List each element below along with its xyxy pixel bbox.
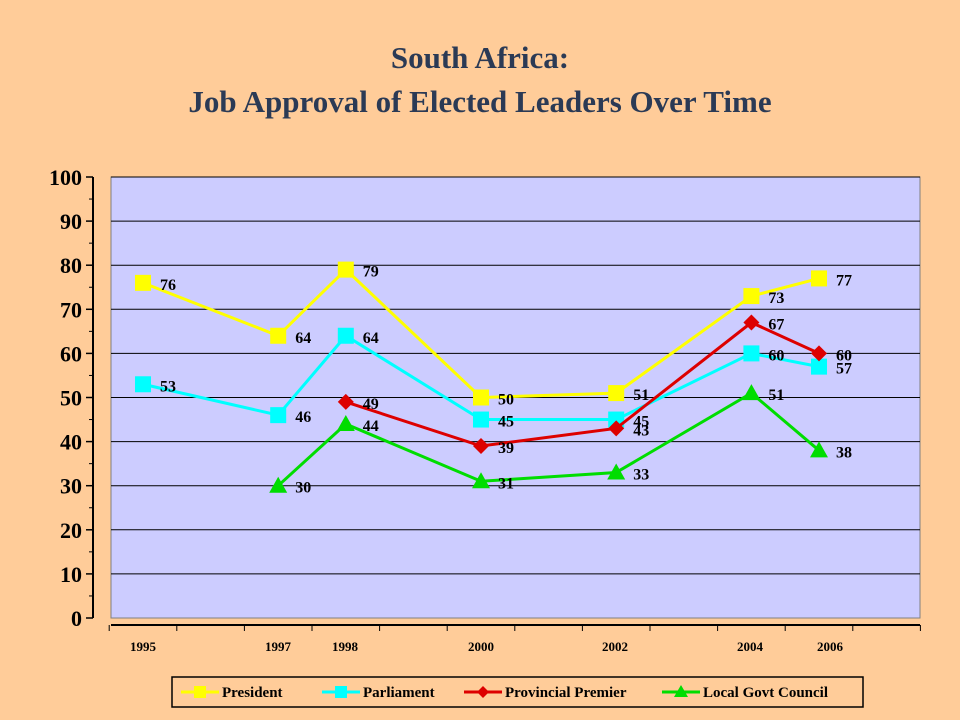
data-label: 57 bbox=[836, 361, 852, 378]
series-president: 76 64 79 50 51 73 77 bbox=[135, 261, 852, 409]
data-point bbox=[337, 393, 354, 410]
y-tick-label: 20 bbox=[60, 518, 82, 543]
x-tick-label: 1995 bbox=[130, 639, 157, 654]
x-tick-label: 2004 bbox=[737, 639, 764, 654]
data-point bbox=[811, 345, 827, 362]
data-label: 73 bbox=[768, 290, 784, 307]
data-point bbox=[608, 385, 625, 402]
data-point bbox=[135, 274, 151, 291]
data-point bbox=[810, 441, 828, 458]
legend-box bbox=[171, 676, 864, 708]
legend-marker bbox=[674, 685, 688, 697]
data-point bbox=[269, 476, 288, 493]
data-point bbox=[473, 438, 489, 455]
y-tick-label: 30 bbox=[60, 474, 82, 499]
data-label: 39 bbox=[498, 440, 514, 457]
data-label: 49 bbox=[363, 396, 379, 413]
data-point bbox=[337, 261, 354, 278]
data-label: 45 bbox=[633, 414, 649, 431]
legend-label: Parliament bbox=[363, 685, 435, 701]
legend-marker bbox=[477, 686, 489, 698]
y-tick-label: 80 bbox=[60, 253, 82, 278]
data-label: 30 bbox=[295, 480, 311, 497]
data-label: 45 bbox=[498, 414, 514, 431]
chart-title: South Africa: Job Approval of Elected Le… bbox=[0, 36, 960, 124]
data-label: 67 bbox=[768, 317, 784, 334]
legend-label: Provincial Premier bbox=[505, 685, 627, 701]
data-label: 53 bbox=[160, 378, 176, 395]
data-label: 46 bbox=[295, 409, 311, 426]
legend-label: President bbox=[222, 685, 283, 701]
data-label: 60 bbox=[836, 347, 852, 364]
legend-item: Provincial Premier bbox=[464, 685, 627, 701]
legend: President Parliament Provincial Premier Loc… bbox=[171, 676, 864, 708]
data-point bbox=[336, 414, 355, 431]
y-tick-label: 100 bbox=[49, 165, 82, 190]
data-point bbox=[472, 472, 490, 489]
y-tick-label: 60 bbox=[60, 341, 82, 366]
series-local-govt-council: 30 44 31 33 51 38 bbox=[269, 384, 852, 497]
x-tick-label: 1998 bbox=[332, 639, 359, 654]
data-label: 60 bbox=[768, 347, 784, 364]
x-tick-label: 2006 bbox=[817, 639, 844, 654]
data-label: 31 bbox=[498, 475, 514, 492]
series-provincial-premier: 49 39 43 67 60 bbox=[337, 314, 852, 457]
data-label: 33 bbox=[633, 466, 649, 483]
data-point bbox=[743, 345, 760, 362]
data-point bbox=[811, 270, 827, 287]
data-label: 77 bbox=[836, 272, 852, 289]
y-tick-label: 0 bbox=[71, 606, 82, 631]
data-label: 43 bbox=[633, 422, 649, 439]
data-point bbox=[135, 376, 151, 393]
legend-marker bbox=[194, 686, 206, 698]
data-point bbox=[270, 407, 287, 424]
data-point bbox=[473, 411, 489, 428]
legend-item: Local Govt Council bbox=[662, 685, 828, 701]
series-line bbox=[277, 391, 820, 487]
data-label: 64 bbox=[363, 330, 379, 347]
data-point bbox=[743, 314, 760, 331]
title-line-2: Job Approval of Elected Leaders Over Tim… bbox=[188, 84, 772, 119]
y-tick-label: 70 bbox=[60, 297, 82, 322]
data-label: 79 bbox=[363, 264, 379, 281]
data-point bbox=[337, 327, 354, 344]
data-label: 76 bbox=[160, 277, 176, 294]
y-tick-label: 50 bbox=[60, 386, 82, 411]
data-point bbox=[742, 384, 761, 401]
data-label: 44 bbox=[363, 418, 379, 435]
y-tick-label: 90 bbox=[60, 209, 82, 234]
title-line-1: South Africa: bbox=[390, 40, 570, 75]
x-tick-label: 2000 bbox=[468, 639, 494, 654]
data-label: 64 bbox=[295, 330, 311, 347]
data-point bbox=[270, 327, 287, 344]
legend-marker bbox=[335, 686, 347, 698]
data-point bbox=[811, 358, 827, 375]
legend-item: Parliament bbox=[322, 685, 435, 701]
data-label: 51 bbox=[768, 387, 784, 404]
y-tick-label: 40 bbox=[60, 430, 82, 455]
data-point bbox=[607, 463, 626, 480]
y-tick-label: 10 bbox=[60, 562, 82, 587]
data-label: 50 bbox=[498, 392, 514, 409]
legend-label: Local Govt Council bbox=[703, 685, 828, 701]
data-label: 51 bbox=[633, 387, 649, 404]
legend-item: President bbox=[181, 685, 283, 701]
data-label: 38 bbox=[836, 444, 852, 461]
x-tick-label: 2002 bbox=[602, 639, 628, 654]
data-point bbox=[743, 288, 760, 305]
x-tick-label: 1997 bbox=[265, 639, 292, 654]
data-point bbox=[473, 389, 489, 406]
data-point bbox=[608, 420, 625, 437]
